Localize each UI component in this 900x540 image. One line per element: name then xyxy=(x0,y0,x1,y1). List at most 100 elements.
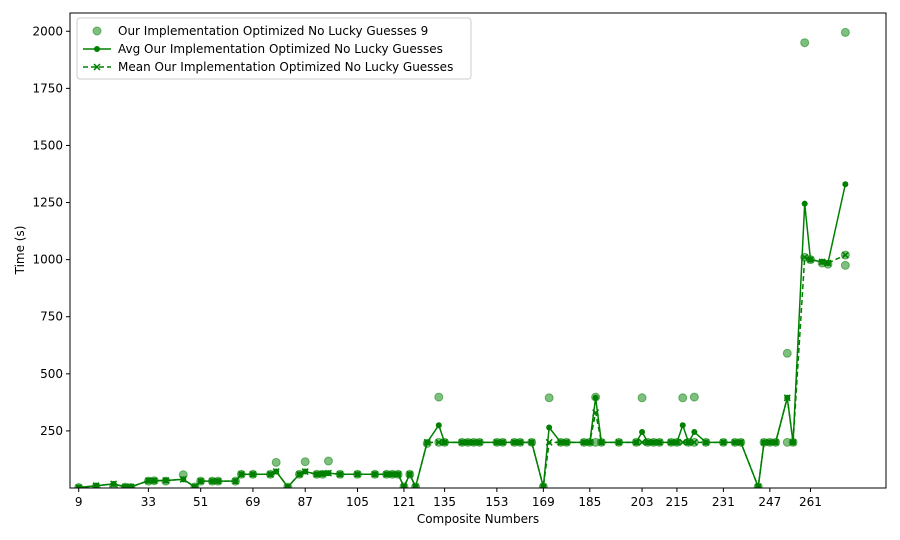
x-tick-label: 215 xyxy=(665,495,688,509)
x-tick-label: 105 xyxy=(346,495,369,509)
avg-point xyxy=(819,258,826,265)
mean-point xyxy=(545,438,553,446)
y-axis: 250 500 750 1000 1250 1500 1750 2000 xyxy=(32,24,70,438)
avg-point xyxy=(127,483,134,488)
x-tick-label: 135 xyxy=(433,495,456,509)
x-tick-label: 185 xyxy=(578,495,601,509)
x-axis-title: Composite Numbers xyxy=(417,512,539,526)
avg-point xyxy=(151,477,158,484)
avg-point xyxy=(737,439,744,446)
legend-box xyxy=(76,17,472,80)
scatter-point xyxy=(840,27,850,37)
avg-point xyxy=(215,478,222,485)
y-tick-label: 1250 xyxy=(32,196,63,210)
scatter-point xyxy=(689,392,699,402)
avg-point xyxy=(441,439,448,446)
avg-point xyxy=(122,483,129,488)
avg-point xyxy=(191,483,198,488)
avg-point xyxy=(546,424,553,431)
y-axis-title: Time (s) xyxy=(13,226,27,276)
avg-point xyxy=(755,483,762,488)
scatter-point xyxy=(323,456,333,466)
avg-point xyxy=(580,439,587,446)
avg-point xyxy=(383,471,390,478)
avg-point xyxy=(267,471,274,478)
avg-point xyxy=(296,471,303,478)
avg-point xyxy=(691,429,698,436)
mean-point xyxy=(638,438,646,446)
avg-point xyxy=(232,478,239,485)
legend-marker-avg xyxy=(94,46,100,52)
avg-point xyxy=(499,439,506,446)
avg-point xyxy=(807,256,814,263)
legend-marker-scatter xyxy=(92,26,102,36)
avg-point xyxy=(650,439,657,446)
avg-point xyxy=(319,470,326,477)
avg-point xyxy=(679,422,686,429)
scatter-point xyxy=(300,457,310,467)
avg-point xyxy=(644,439,651,446)
avg-point xyxy=(284,483,291,488)
legend-entry-mean: Mean Our Implementation Optimized No Luc… xyxy=(83,60,453,74)
y-tick-label: 500 xyxy=(40,367,63,381)
avg-point xyxy=(761,439,768,446)
legend-entry-scatter: Our Implementation Optimized No Lucky Gu… xyxy=(92,24,428,38)
mean-point xyxy=(841,251,849,259)
y-tick-label: 1000 xyxy=(32,253,63,267)
y-tick-label: 1500 xyxy=(32,138,63,152)
avg-point xyxy=(238,471,245,478)
avg-point xyxy=(702,439,709,446)
x-tick-label: 9 xyxy=(75,495,83,509)
avg-point xyxy=(162,477,169,484)
avg-point xyxy=(673,439,680,446)
y-tick-label: 1750 xyxy=(32,81,63,95)
avg-point xyxy=(517,439,524,446)
avg-point xyxy=(302,468,309,475)
x-tick-label: 153 xyxy=(485,495,508,509)
avg-point xyxy=(493,439,500,446)
avg-point xyxy=(598,439,605,446)
avg-point xyxy=(801,200,808,207)
avg-point xyxy=(772,439,779,446)
avg-point xyxy=(766,439,773,446)
scatter-point xyxy=(782,348,792,358)
avg-point xyxy=(110,480,117,487)
avg-point xyxy=(249,471,256,478)
scatter-point xyxy=(544,393,554,403)
avg-point xyxy=(528,439,535,446)
plot-area xyxy=(74,27,850,488)
y-tick-label: 750 xyxy=(40,310,63,324)
avg-point xyxy=(668,439,675,446)
x-tick-label: 231 xyxy=(712,495,735,509)
legend-label-scatter: Our Implementation Optimized No Lucky Gu… xyxy=(118,24,428,38)
scatter-point xyxy=(637,393,647,403)
avg-point xyxy=(424,439,431,446)
legend-marker-mean xyxy=(93,63,101,71)
avg-point xyxy=(412,483,419,488)
avg-point xyxy=(400,483,407,488)
avg-point xyxy=(476,439,483,446)
scatter-point xyxy=(271,457,281,467)
x-tick-label: 203 xyxy=(631,495,654,509)
x-axis: 9 33 51 69 87 105 121 135 153 169 185 203 215 231 247 2… xyxy=(75,488,822,509)
avg-point xyxy=(389,471,396,478)
plot-frame xyxy=(69,12,887,489)
legend-entry-avg: Avg Our Implementation Optimized No Luck… xyxy=(83,42,443,56)
avg-point xyxy=(563,439,570,446)
x-tick-label: 87 xyxy=(298,495,313,509)
x-tick-label: 121 xyxy=(392,495,415,509)
avg-point xyxy=(273,468,280,475)
avg-point xyxy=(337,471,344,478)
avg-point xyxy=(313,471,320,478)
avg-point xyxy=(784,394,791,401)
avg-point xyxy=(354,471,361,478)
avg-point xyxy=(639,429,646,436)
avg-point xyxy=(470,439,477,446)
y-tick-label: 250 xyxy=(40,424,63,438)
x-tick-label: 51 xyxy=(193,495,208,509)
x-tick-label: 33 xyxy=(141,495,156,509)
y-tick-label: 2000 xyxy=(32,24,63,38)
avg-point xyxy=(93,482,100,488)
mean-point xyxy=(435,438,443,446)
